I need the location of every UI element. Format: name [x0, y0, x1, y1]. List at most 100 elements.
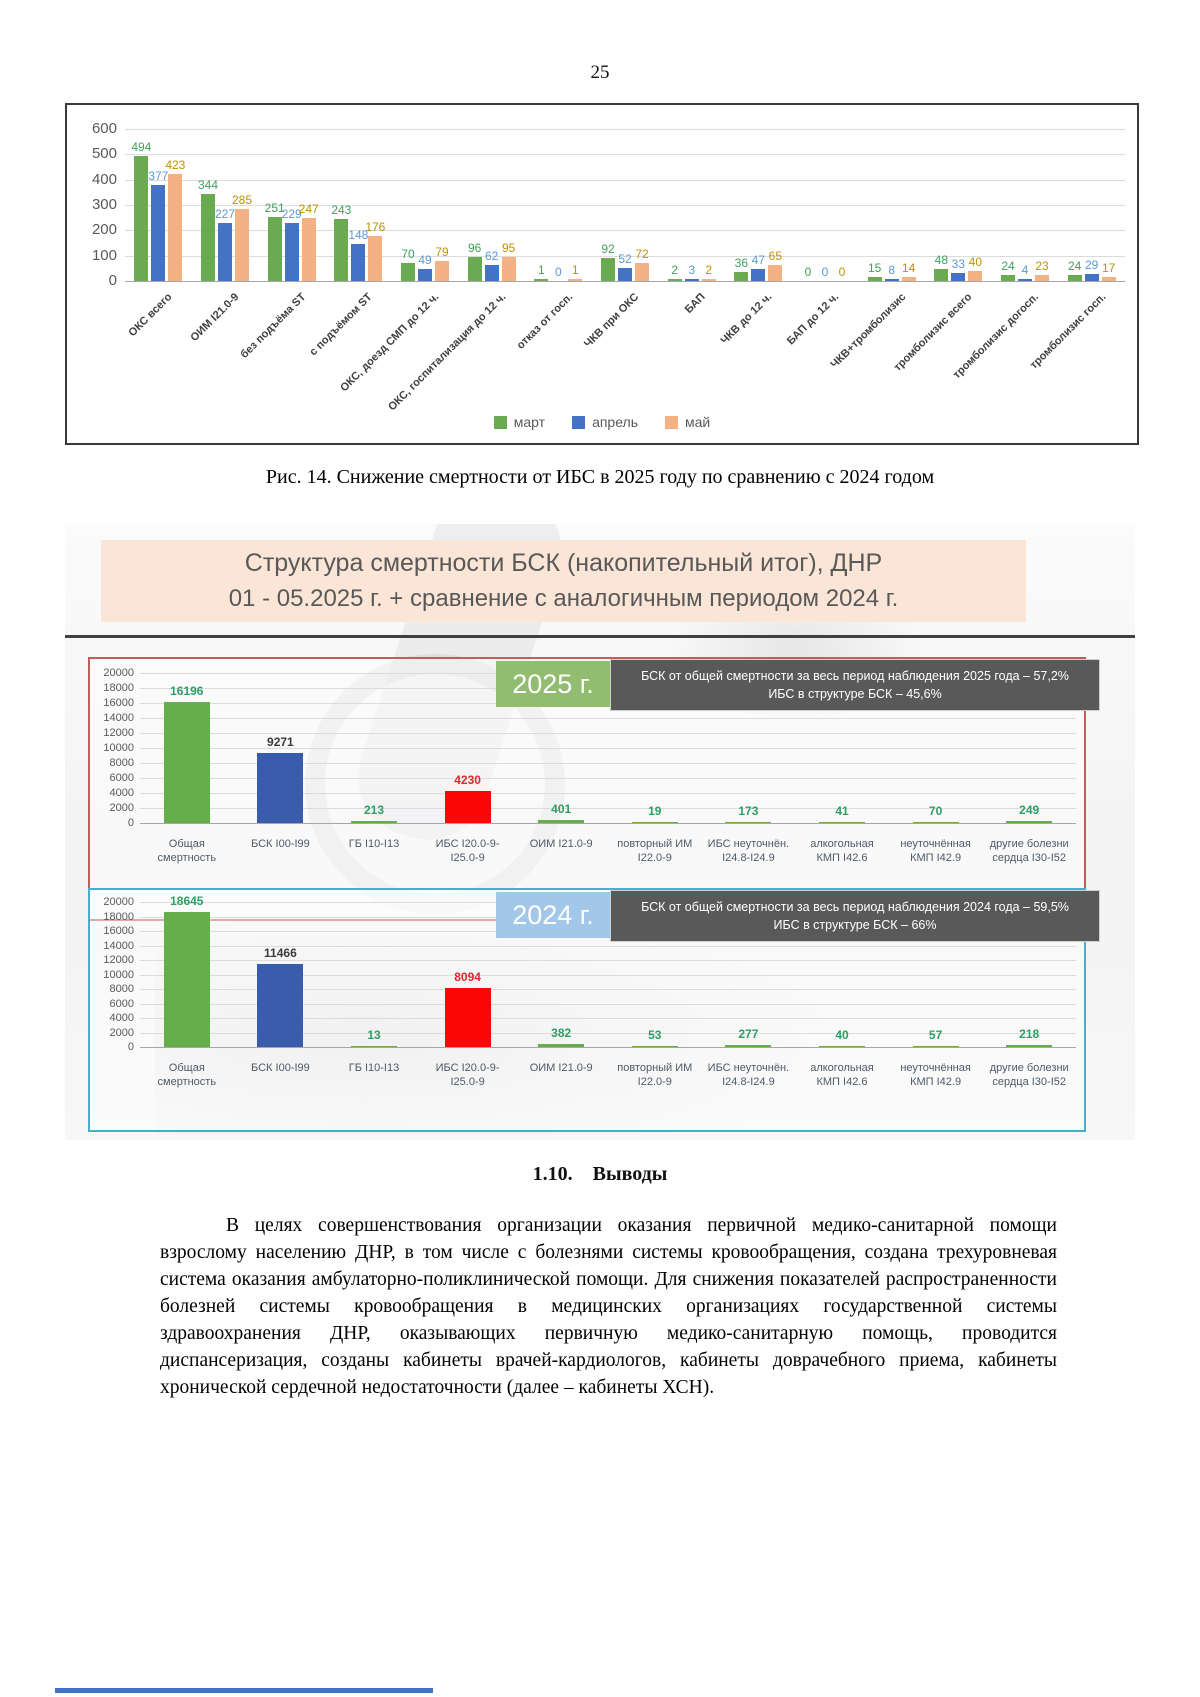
bar	[257, 753, 304, 823]
bar	[568, 279, 583, 281]
info-line-2: ИБС в структуре БСК – 66%	[773, 918, 937, 932]
category-label-line: I22.0-9	[637, 1076, 672, 1088]
bar	[501, 257, 516, 281]
grid-line	[140, 974, 1076, 976]
category-label-line: сердца I30-I52	[992, 852, 1066, 864]
bar-value-label: 1	[537, 263, 545, 277]
bar-value-label: 79	[435, 245, 449, 259]
bar	[467, 257, 482, 281]
bsk-plot-2024: 0 2000 4000 6000 8000 10000 12000 14000 16000 180…	[103, 894, 1076, 1088]
grid-line	[140, 1047, 1076, 1048]
bar-value-label: 229	[281, 207, 302, 221]
bar	[235, 209, 249, 281]
category-label: алкогольная КМП I42.6	[795, 837, 889, 865]
bar	[751, 269, 766, 281]
fig14-chart-frame: 0 100 200 300 400 500 600 494 344 251 243 70 96 1 92 2 3…	[65, 103, 1139, 445]
category-label-line: ГБ I10-I13	[348, 1062, 400, 1074]
category-label: неуточнённая КМП I42.9	[889, 1061, 983, 1089]
bar	[1001, 275, 1015, 281]
legend-label: апрель	[592, 414, 638, 430]
bar	[1006, 1045, 1053, 1047]
bar	[444, 988, 491, 1047]
bar	[1101, 277, 1116, 281]
y-axis-tick: 4000	[109, 1012, 134, 1024]
bar	[819, 1045, 865, 1047]
bar	[1067, 275, 1082, 281]
y-axis-tick: 100	[91, 246, 117, 264]
category-label: ГБ I10-I13	[327, 1061, 421, 1075]
bar	[631, 821, 678, 823]
y-axis-tick: 4000	[109, 787, 134, 799]
grid-line	[125, 255, 1125, 257]
bar	[934, 269, 949, 281]
category-label: другие болезни сердца I30-I52	[982, 837, 1076, 865]
y-axis-tick: 18000	[103, 682, 134, 694]
bar-value-label: 70	[401, 247, 415, 261]
grid-line	[140, 748, 1076, 749]
bsk-panel-2025: 0 2000 4000 6000 8000 10000 12000 14000 16000 180…	[88, 657, 1100, 921]
bar-value-label: 285	[231, 193, 253, 207]
bar	[444, 791, 491, 823]
grid-line	[140, 808, 1076, 809]
category-label-line: ГБ I10-I13	[348, 838, 400, 850]
bar-value-label: 13	[367, 1027, 381, 1042]
category-label-line: БСК I00-I99	[251, 838, 310, 850]
bar-value-label: 41	[835, 803, 849, 818]
legend-label: март	[513, 414, 546, 430]
bar	[667, 279, 682, 281]
bar-value-label: 36	[734, 256, 748, 270]
bar-value-label: 2	[705, 263, 712, 277]
bar-value-label: 0	[804, 265, 812, 279]
bar	[819, 821, 865, 823]
bar	[884, 279, 899, 281]
legend-item: май	[665, 414, 710, 430]
category-label: ОИМ I21.0-9	[514, 1061, 608, 1075]
grid-line	[125, 205, 1125, 206]
category-label-line: ИБС I20.0-9-	[435, 1062, 500, 1074]
bar-value-label: 173	[738, 803, 759, 818]
y-axis-tick: 10000	[103, 742, 134, 754]
bar	[484, 265, 499, 281]
x-axis-label: ОИМ I21.0-9	[188, 291, 242, 344]
bar-value-label: 277	[738, 1026, 759, 1041]
bar	[1035, 275, 1049, 281]
bar-value-label: 3	[688, 263, 695, 277]
bar-value-label: 2	[671, 263, 678, 277]
grid-line	[140, 989, 1076, 990]
y-axis-tick: 20000	[103, 896, 134, 908]
bar	[351, 1045, 397, 1047]
bar-value-label: 251	[264, 201, 285, 215]
bar-value-label: 33	[951, 257, 965, 271]
bar	[951, 273, 966, 281]
category-label: неуточнённая КМП I42.9	[889, 837, 983, 865]
year-badge-2024: 2024 г.	[496, 892, 610, 938]
category-label-line: I25.0-9	[450, 1076, 485, 1088]
bar	[538, 1044, 585, 1047]
x-axis-label: отказ от госп.	[514, 291, 575, 352]
category-label-line: КМП I42.9	[910, 852, 962, 864]
category-label-line: БСК I00-I99	[251, 1062, 310, 1074]
y-axis-tick: 16000	[103, 697, 134, 709]
bar-value-label: 18645	[170, 893, 204, 908]
bar	[635, 263, 649, 281]
bar	[351, 821, 397, 823]
x-axis-label: ЧКВ при ОКС	[582, 291, 642, 351]
bar	[435, 261, 449, 281]
category-label-line: другие болезни	[989, 1062, 1069, 1074]
bar	[368, 236, 383, 281]
bar-value-label: 40	[835, 1027, 849, 1042]
bar-value-label: 57	[928, 1027, 943, 1042]
y-axis-tick: 0	[127, 817, 134, 829]
bar-value-label: 344	[197, 178, 219, 192]
y-axis-tick: 200	[91, 221, 117, 239]
category-label: ИБС I20.0-9- I25.0-9	[421, 1061, 515, 1089]
category-label: ОИМ I21.0-9	[514, 837, 608, 851]
legend-swatch	[665, 415, 678, 429]
x-axis-label: тромболизис госп.	[1027, 291, 1109, 372]
category-label-line: Общая	[168, 1062, 205, 1074]
bsk-title-line2: 01 - 05.2025 г. + сравнение с аналогичны…	[228, 585, 899, 612]
grid-line	[125, 179, 1125, 181]
bottom-strip	[55, 1688, 433, 1693]
category-label-line: ИБС неуточнён.	[707, 838, 790, 850]
